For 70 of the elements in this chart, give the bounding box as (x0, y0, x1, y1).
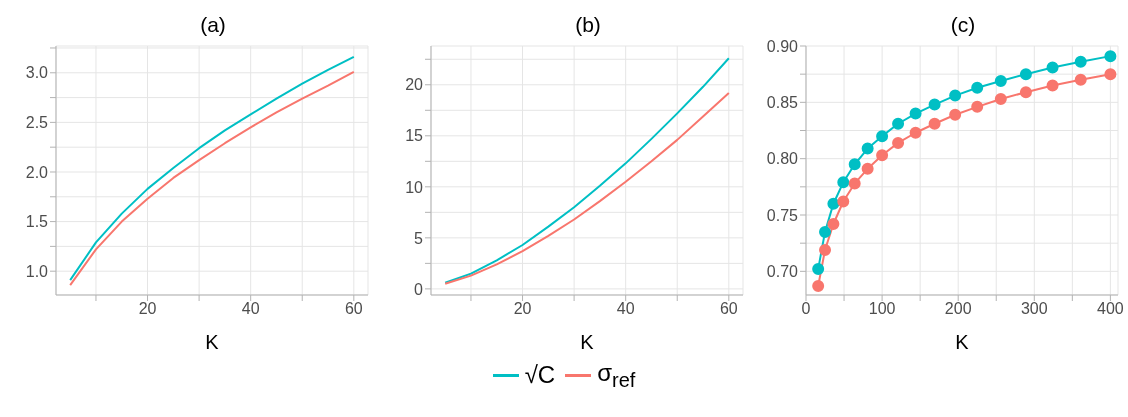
point (827, 197, 840, 210)
chart-title: (c) (950, 13, 976, 36)
y-tick-label: 1.0 (25, 262, 49, 280)
x-tick-label: 60 (719, 300, 738, 318)
x-tick-label: 60 (344, 300, 363, 318)
y-tick-label: 20 (405, 76, 424, 94)
x-tick-label: 300 (1020, 300, 1048, 318)
y-tick-label: 3.0 (25, 64, 49, 82)
y-tick-label: 2.0 (25, 163, 49, 181)
point (876, 149, 889, 162)
x-tick-label: 200 (944, 300, 972, 318)
y-tick-label: 0.85 (766, 94, 799, 112)
line-series (444, 57, 730, 284)
x-tick-label: 20 (138, 300, 157, 318)
point (971, 81, 984, 94)
point (812, 279, 825, 292)
y-tick-label: 10 (405, 178, 424, 196)
point (819, 225, 832, 238)
y-tick-label: 0.90 (766, 37, 799, 55)
point (1104, 68, 1117, 81)
chart-title: (b) (575, 13, 601, 36)
point (1074, 73, 1087, 86)
y-tick-label: 0 (414, 280, 424, 298)
point (837, 176, 850, 189)
point (848, 177, 861, 190)
point (909, 107, 922, 120)
y-tick-label: 5 (414, 229, 424, 247)
y-tick-label: 15 (405, 127, 424, 145)
chart-title: (a) (200, 13, 226, 36)
point (928, 117, 941, 130)
y-tick-label: 0.75 (766, 206, 799, 224)
x-tick-label: 40 (616, 300, 635, 318)
point (892, 136, 905, 149)
x-axis-title: K (580, 331, 595, 353)
legend-label: σ$_{ref}$ (597, 359, 636, 392)
y-tick-label: 0.80 (766, 150, 799, 168)
point (1046, 61, 1059, 74)
x-tick-label: 0 (801, 300, 811, 318)
line-series (444, 91, 730, 285)
point (1104, 50, 1117, 63)
point (928, 98, 941, 111)
point (861, 142, 874, 155)
point (1046, 79, 1059, 92)
x-tick-label: 20 (513, 300, 532, 318)
point (949, 108, 962, 121)
point (994, 92, 1007, 105)
x-axis-title: K (955, 331, 970, 353)
x-axis-title: K (205, 331, 220, 353)
point (949, 89, 962, 102)
y-tick-label: 1.5 (25, 213, 49, 231)
point (892, 117, 905, 130)
y-tick-label: 2.5 (25, 114, 49, 132)
point (994, 74, 1007, 87)
point (909, 126, 922, 139)
point (876, 130, 889, 143)
point (837, 195, 850, 208)
point (812, 263, 825, 276)
x-tick-label: 100 (868, 300, 896, 318)
x-tick-label: 400 (1097, 300, 1124, 318)
point (861, 162, 874, 175)
point (819, 243, 832, 256)
point (827, 218, 840, 231)
point (1019, 68, 1032, 81)
point (971, 100, 984, 113)
point (1074, 55, 1087, 68)
x-tick-label: 40 (241, 300, 260, 318)
point (848, 158, 861, 171)
legend-label: √C (524, 361, 556, 390)
y-tick-label: 0.70 (766, 263, 799, 281)
point (1019, 86, 1032, 99)
